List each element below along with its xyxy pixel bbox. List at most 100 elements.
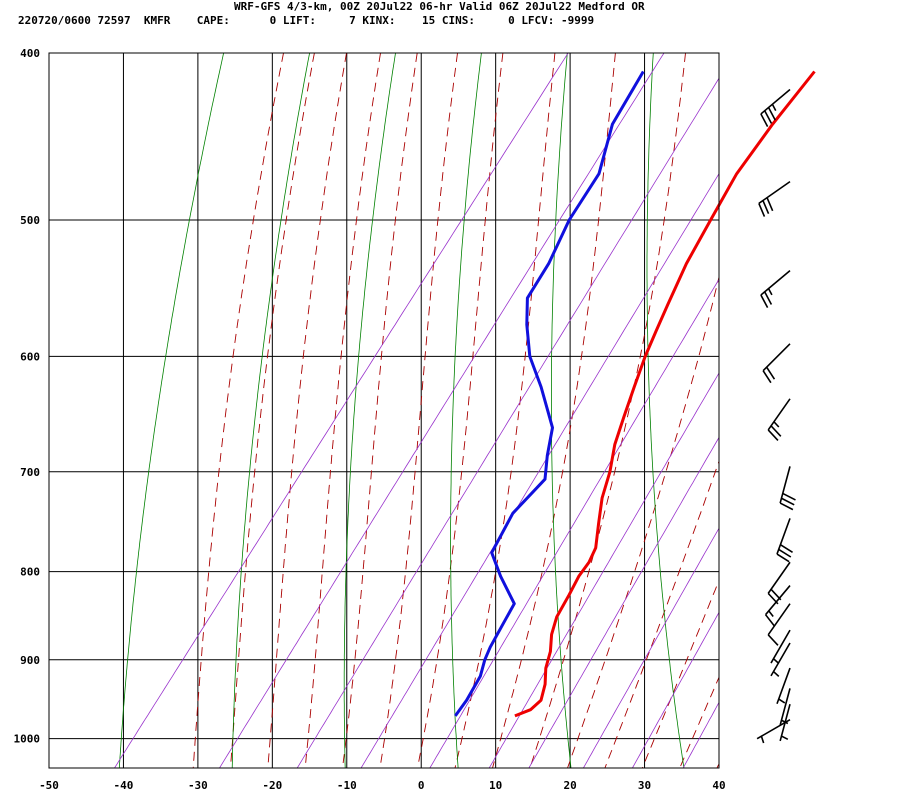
wind-barb	[760, 88, 791, 127]
moist-adiabat	[267, 53, 347, 768]
wind-barb-staff	[776, 518, 791, 555]
wind-barb-feather	[764, 614, 776, 627]
wind-barb-feather	[770, 425, 782, 437]
temperature-tick-label: -40	[114, 779, 134, 792]
moist-adiabat	[567, 275, 719, 768]
wind-barb-half-feather	[778, 698, 786, 704]
wind-barb-staff	[767, 561, 791, 594]
isotherm-isobar-grid	[49, 53, 719, 768]
temperature-tick-label: -50	[39, 779, 59, 792]
temperature-tick-label: 0	[418, 779, 425, 792]
moist-adiabat	[379, 53, 458, 768]
wind-barb-staff	[758, 180, 791, 205]
dry-adiabat	[231, 53, 310, 768]
mixing-ratio-line	[488, 372, 719, 768]
temperature-tick-label: -30	[188, 779, 208, 792]
pressure-tick-label: 400	[20, 47, 40, 60]
wind-barb-staff	[779, 688, 791, 726]
moist-adiabat	[304, 53, 381, 768]
wind-barb	[762, 343, 791, 384]
wind-barb-half-feather	[771, 103, 777, 111]
wind-barb	[760, 269, 791, 309]
wind-barb-half-feather	[773, 421, 780, 428]
pressure-tick-label: 1000	[14, 733, 41, 746]
wind-barb	[767, 398, 791, 441]
moist-adiabat	[679, 676, 719, 768]
temperature-tick-labels: -50 -40 -30 -20 -10 0 10 20 30 40	[39, 779, 726, 792]
pressure-tick-label: 700	[20, 466, 40, 479]
temperature-profile-line	[514, 70, 816, 718]
wind-barb-half-feather	[767, 288, 773, 296]
dry-adiabat	[825, 53, 900, 768]
wind-barb-feather	[782, 492, 796, 501]
wind-barb-feather	[762, 200, 770, 215]
mixing-ratio-line	[583, 527, 719, 768]
wind-barb-staff	[767, 398, 791, 431]
moist-adiabat	[604, 459, 719, 768]
wind-barb	[764, 585, 791, 627]
wind-barb-feather	[764, 291, 773, 305]
dry-adiabat	[646, 53, 685, 768]
wind-barb	[776, 667, 791, 705]
mixing-ratio-line	[682, 701, 719, 768]
wind-barb	[779, 466, 796, 511]
wind-barb-column	[756, 88, 796, 744]
temperature-tick-label: -20	[262, 779, 282, 792]
dewpoint-profile-line	[454, 70, 645, 717]
temperature-tick-label: 20	[563, 779, 576, 792]
wind-barb-feather	[776, 553, 790, 563]
pressure-tick-label: 600	[20, 350, 40, 363]
pressure-tick-labels: 400 500 600 700 800 900 1000	[14, 47, 41, 746]
wind-barb-feather	[765, 366, 776, 380]
wind-barb-feather	[758, 203, 766, 217]
mixing-ratio-line	[219, 53, 665, 768]
temperature-tick-label: 10	[489, 779, 502, 792]
pressure-tick-label: 800	[20, 566, 40, 579]
wind-barb-staff	[770, 642, 791, 677]
wind-barb-feather	[779, 502, 794, 511]
mixing-ratio-line	[632, 611, 719, 768]
mixing-ratio-line	[429, 278, 719, 768]
wind-barb-half-feather	[781, 735, 789, 741]
sounding-profiles	[454, 70, 816, 718]
wind-barb-feather	[762, 370, 772, 384]
wind-barb-staff	[779, 466, 791, 504]
wind-barb-staff	[767, 603, 791, 636]
moist-adiabat	[454, 53, 556, 768]
wind-barb	[770, 642, 791, 677]
moist-adiabat	[192, 53, 284, 768]
wind-barb-feather	[766, 197, 774, 212]
dry-adiabats	[118, 53, 900, 768]
station-info-line: 220720/0600 72597 KMFR CAPE: 0 LIFT: 7 K…	[18, 14, 595, 27]
wind-barb-feather	[778, 548, 792, 558]
moist-adiabat	[492, 53, 616, 768]
wind-barb	[776, 518, 793, 563]
moist-adiabats	[192, 53, 719, 768]
mixing-ratio-lines	[114, 53, 900, 768]
dry-adiabat	[343, 53, 396, 768]
mixing-ratio-line	[360, 172, 719, 768]
temperature-tick-label: -10	[337, 779, 357, 792]
wind-barb-feather	[767, 634, 779, 646]
wind-barb-staff	[764, 585, 791, 616]
temperature-tick-label: 30	[638, 779, 651, 792]
pressure-tick-label: 900	[20, 654, 40, 667]
wind-barb	[767, 603, 791, 646]
wind-barb-staff	[760, 269, 791, 296]
wind-barb-staff	[776, 667, 791, 705]
temperature-tick-label: 40	[712, 779, 725, 792]
wind-barb	[756, 719, 791, 744]
dry-adiabat	[450, 53, 482, 768]
wind-barb-feather	[760, 294, 769, 309]
chart-title: WRF-GFS 4/3-km, 00Z 20Jul22 06-hr Valid …	[234, 0, 645, 13]
mixing-ratio-line	[778, 53, 900, 768]
wind-barb-feather	[760, 113, 769, 127]
wind-barb-feather	[767, 429, 779, 441]
moist-adiabat	[641, 579, 719, 768]
plot-frame	[48, 52, 720, 769]
wind-barb-half-feather	[772, 670, 780, 677]
wind-barb-feather	[779, 544, 793, 553]
wind-barb-staff	[756, 719, 791, 740]
dry-adiabat	[118, 53, 224, 768]
